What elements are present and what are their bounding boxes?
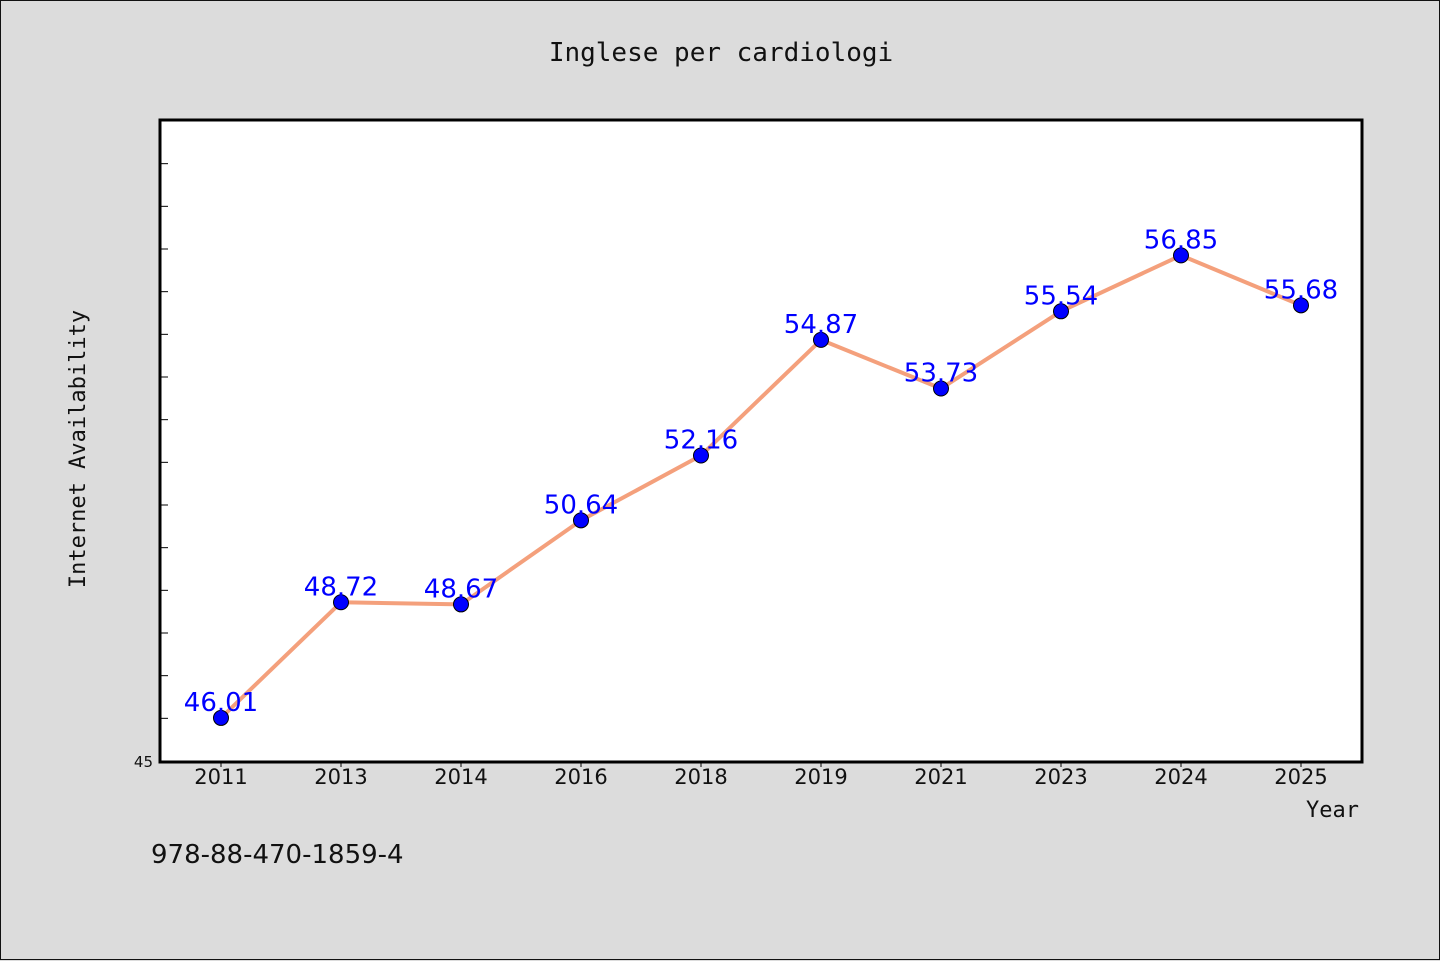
y-tick-label-min: 45 [134,753,153,771]
series-line [219,253,1303,720]
data-label: 52.16 [664,426,738,456]
data-point [1053,303,1069,320]
series: 46.01 48.72 48.67 50.64 52.16 54.87 53.73 55.54… [184,225,1338,726]
y-axis-label: Internet Availability [66,310,91,588]
plot-area [158,118,1364,764]
x-tick-label: 2014 [434,765,487,789]
data-point [1293,297,1309,314]
data-point [933,380,949,397]
data-label: 50.64 [544,490,618,520]
x-tick-label: 2021 [914,765,967,789]
data-label: 54.87 [784,310,858,340]
x-axis-ticks: 2011 2013 2014 2016 2018 2019 2021 2023 2024 2025 [194,761,1328,789]
isbn-footer-text: 978-88-470-1859-4 [151,840,404,870]
data-point [333,594,349,611]
data-label: 48.72 [304,572,378,602]
x-tick-label: 2016 [554,765,607,789]
data-point [813,331,829,348]
x-tick-label: 2024 [1154,765,1207,789]
chart-title: Inglese per cardiologi [549,38,893,68]
x-tick-label: 2013 [314,765,367,789]
data-label: 53.73 [904,359,978,389]
data-point [453,596,469,613]
x-tick-label: 2025 [1274,765,1327,789]
data-label: 55.68 [1264,275,1338,305]
data-point [213,709,229,726]
data-point [573,512,589,529]
data-label: 56.85 [1144,225,1218,255]
x-tick-label: 2023 [1034,765,1087,789]
x-tick-label: 2011 [194,765,247,789]
data-label: 55.54 [1024,281,1098,311]
data-label: 46.01 [184,688,258,718]
data-point [1173,247,1189,264]
x-axis-label: Year [1306,798,1359,823]
x-tick-label: 2018 [674,765,727,789]
x-tick-label: 2019 [794,765,847,789]
data-label: 48.67 [424,574,498,604]
y-axis-ticks [161,163,168,719]
data-point [693,447,709,464]
